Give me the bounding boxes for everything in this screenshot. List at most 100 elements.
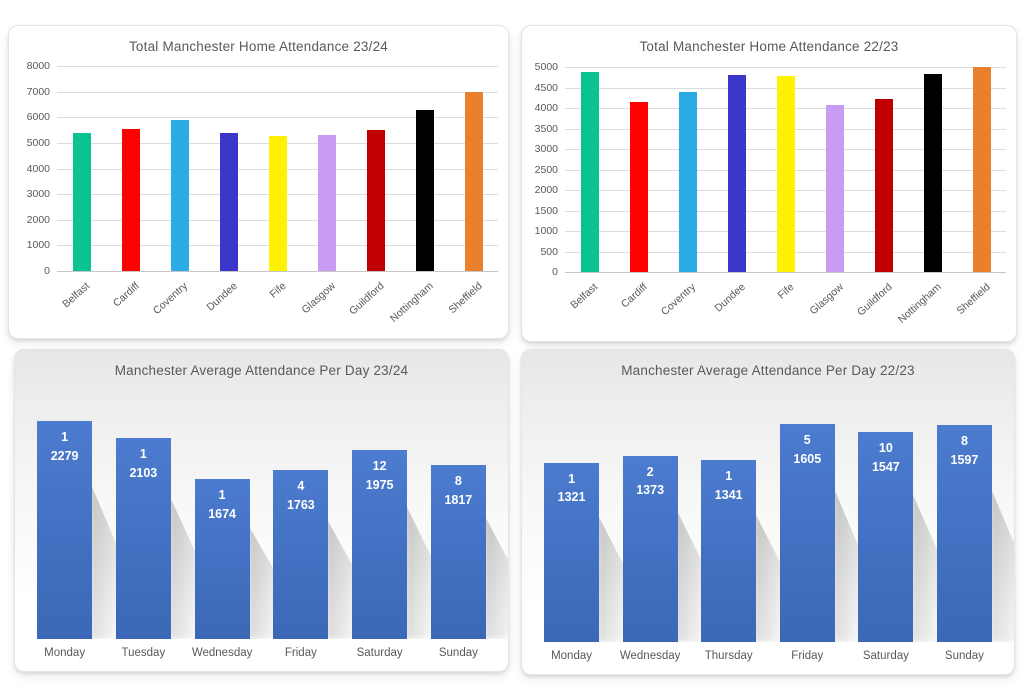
x-axis-labels: Belfast Cardiff Coventry Dundee Fife Glasgow G… bbox=[565, 272, 1006, 334]
chart-card-average-per-day-2324[interactable]: Manchester Average Attendance Per Day 23… bbox=[14, 349, 509, 672]
x-axis-label-saturday: Saturday bbox=[356, 647, 403, 659]
bar-coventry[interactable] bbox=[678, 91, 697, 272]
bar-guildford[interactable] bbox=[874, 98, 893, 272]
gridline bbox=[57, 117, 498, 119]
bar-value-label: 5 1605 bbox=[780, 431, 835, 469]
bar-value-label: 12 1975 bbox=[352, 457, 407, 495]
bar-wednesday[interactable]: 2 1373 bbox=[622, 455, 678, 642]
x-axis-label: Glasgow bbox=[807, 281, 846, 318]
bar-value-label: 1 1321 bbox=[544, 470, 599, 508]
bar-fife[interactable] bbox=[268, 135, 287, 271]
y-axis-tick-label: 7000 bbox=[26, 85, 50, 98]
bar-belfast[interactable] bbox=[72, 132, 91, 271]
y-axis-tick-label: 2500 bbox=[534, 163, 558, 176]
y-axis-tick-label: 1000 bbox=[534, 225, 558, 237]
games-count-label: 10 bbox=[878, 440, 893, 455]
bar-glasgow[interactable] bbox=[317, 134, 336, 271]
games-count-label: 1 bbox=[568, 471, 576, 486]
bar-value-label: 8 1597 bbox=[937, 432, 992, 470]
bar-cardiff[interactable] bbox=[629, 101, 648, 272]
bar-series: 1 2279 Monday 1 2103 Tuesday 1 1674 Wednesday 4 17… bbox=[31, 407, 508, 659]
bar-sheffield[interactable] bbox=[464, 91, 483, 271]
games-count-label: 1 bbox=[61, 430, 69, 444]
bar-saturday[interactable]: 12 1975 bbox=[352, 450, 408, 639]
x-axis-labels: Belfast Cardiff Coventry Dundee Fife Glasgow G… bbox=[57, 271, 498, 333]
average-value-label: 1674 bbox=[208, 506, 237, 521]
x-axis-label-slot: Cardiff bbox=[106, 271, 155, 333]
x-axis-label-slot: Coventry bbox=[151, 271, 204, 333]
bar-cardiff[interactable] bbox=[121, 128, 140, 271]
bar-sunday[interactable]: 8 1597 bbox=[936, 425, 992, 642]
y-axis-tick-label: 0 bbox=[552, 266, 558, 278]
gridline bbox=[565, 67, 1006, 68]
bar-saturday[interactable]: 10 1547 bbox=[858, 431, 914, 642]
bar-friday[interactable]: 4 1763 bbox=[273, 470, 329, 639]
x-axis-label: Guildford bbox=[346, 280, 387, 318]
bar-group-sunday: 8 1817 Sunday bbox=[430, 407, 508, 659]
bar-nottingham[interactable] bbox=[415, 110, 434, 271]
bar-value-label: 1 2103 bbox=[116, 445, 171, 483]
average-value-label: 1321 bbox=[557, 490, 586, 505]
bar-friday[interactable]: 5 1605 bbox=[779, 424, 835, 642]
chart-card-average-per-day-2223[interactable]: Manchester Average Attendance Per Day 22… bbox=[521, 349, 1015, 675]
x-axis-label-friday: Friday bbox=[791, 650, 824, 662]
x-axis-label: Cardiff bbox=[110, 280, 142, 310]
x-axis-label: Sheffield bbox=[446, 280, 485, 317]
gridline bbox=[57, 66, 498, 67]
bar-column-guildford bbox=[351, 66, 400, 271]
bar-column-dundee bbox=[712, 67, 761, 272]
y-axis-tick-label: 500 bbox=[540, 245, 558, 258]
bar-dundee[interactable] bbox=[727, 75, 746, 272]
average-value-label: 2103 bbox=[129, 465, 158, 480]
bar-group-monday: 1 1321 Monday bbox=[544, 410, 643, 662]
bar-sunday[interactable]: 8 1817 bbox=[430, 465, 486, 639]
bar-dundee[interactable] bbox=[219, 132, 238, 271]
bar-column-glasgow bbox=[302, 66, 351, 271]
x-axis-label-tuesday: Tuesday bbox=[121, 647, 166, 659]
bar-glasgow[interactable] bbox=[825, 104, 844, 272]
bar-column-coventry bbox=[155, 66, 204, 271]
games-count-label: 8 bbox=[960, 434, 968, 449]
gridline bbox=[57, 91, 498, 93]
gridline bbox=[57, 271, 498, 272]
bar-nottingham[interactable] bbox=[923, 74, 942, 272]
x-axis-label-slot: Sheffield bbox=[446, 271, 498, 333]
bar-cast-shadow bbox=[483, 513, 508, 639]
bar-column-coventry bbox=[663, 67, 712, 272]
chart-card-total-attendance-2324[interactable]: Total Manchester Home Attendance 23/24 8… bbox=[8, 25, 509, 339]
bar-monday[interactable]: 1 2279 bbox=[37, 421, 93, 639]
y-axis-tick-label: 3500 bbox=[534, 122, 558, 135]
average-value-label: 2279 bbox=[50, 448, 79, 463]
bar-thursday[interactable]: 1 1341 bbox=[701, 459, 757, 642]
y-axis-tick-label: 2000 bbox=[26, 213, 50, 226]
y-axis-tick-label: 8000 bbox=[26, 60, 50, 72]
bar-wednesday[interactable]: 1 1674 bbox=[194, 478, 250, 639]
chart-title: Manchester Average Attendance Per Day 22… bbox=[621, 363, 915, 378]
bar-column-glasgow bbox=[810, 67, 859, 272]
x-axis-label-slot: Nottingham bbox=[896, 272, 957, 334]
bar-guildford[interactable] bbox=[366, 129, 385, 271]
x-axis-label-slot: Fife bbox=[253, 271, 302, 333]
x-axis-label-sunday: Sunday bbox=[944, 650, 984, 662]
bar-monday[interactable]: 1 1321 bbox=[544, 462, 600, 642]
y-axis-tick-label: 3000 bbox=[534, 143, 558, 155]
chart-card-total-attendance-2223[interactable]: Total Manchester Home Attendance 22/23 5… bbox=[521, 25, 1017, 342]
average-value-label: 1605 bbox=[793, 451, 822, 466]
x-axis-label-slot: Coventry bbox=[659, 272, 712, 334]
games-count-label: 4 bbox=[297, 479, 305, 494]
bar-fife[interactable] bbox=[776, 76, 795, 272]
bar-tuesday[interactable]: 1 2103 bbox=[115, 437, 171, 639]
average-value-label: 1373 bbox=[636, 483, 665, 498]
x-axis-label-slot: Nottingham bbox=[388, 271, 449, 333]
x-axis-label-monday: Monday bbox=[551, 650, 592, 662]
y-axis-tick-label: 5000 bbox=[534, 61, 558, 73]
bar-belfast[interactable] bbox=[580, 71, 599, 272]
x-axis-label-monday: Monday bbox=[44, 647, 86, 659]
chart-title: Manchester Average Attendance Per Day 23… bbox=[114, 363, 409, 378]
bar-sheffield[interactable] bbox=[972, 67, 991, 272]
bar-series: 1 1321 Monday 2 1373 Wednesday 1 1341 Thursday 5 1… bbox=[538, 410, 1014, 662]
bar-coventry[interactable] bbox=[170, 119, 189, 271]
x-axis-label: Belfast bbox=[60, 280, 93, 311]
games-count-label: 2 bbox=[646, 464, 654, 479]
x-axis-label-saturday: Saturday bbox=[862, 650, 909, 662]
